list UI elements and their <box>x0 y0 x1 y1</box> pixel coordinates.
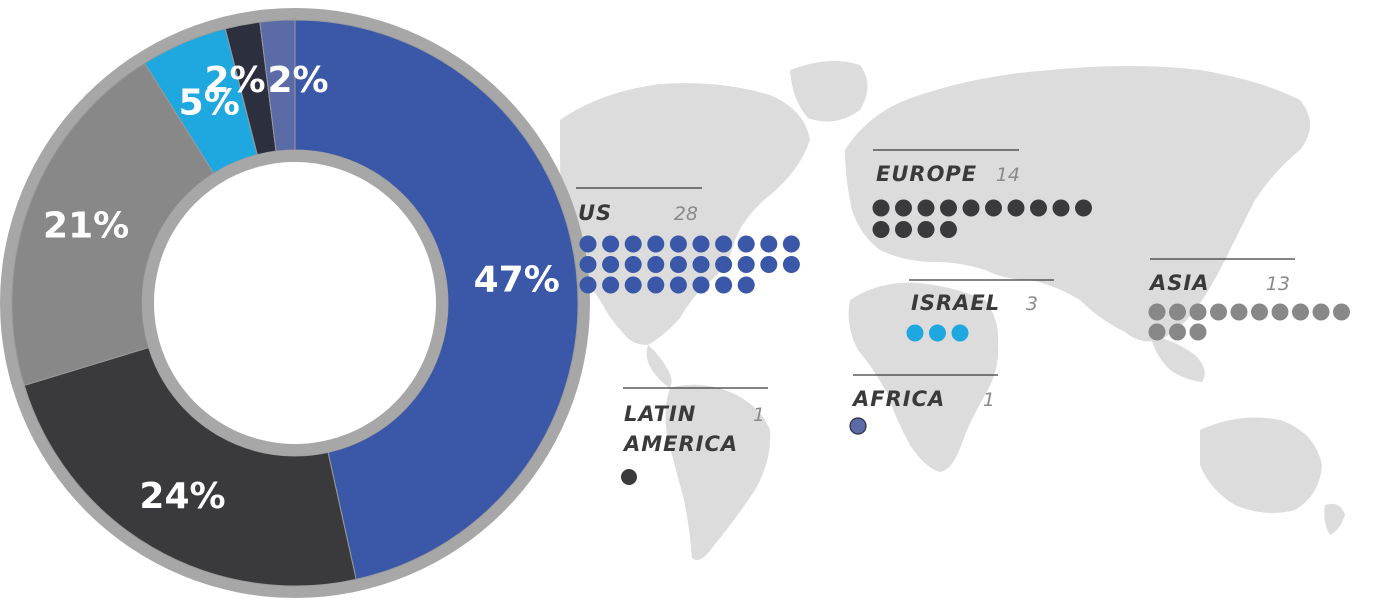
region-dot <box>1210 303 1227 321</box>
region-count: 14 <box>996 164 1020 186</box>
map-new-zealand <box>1324 503 1345 535</box>
region-dot <box>906 324 924 342</box>
region-dot <box>737 235 755 253</box>
region-dot <box>940 221 957 238</box>
region-name: LATIN <box>624 402 696 426</box>
region-dot <box>715 276 733 294</box>
region-dot <box>917 199 935 217</box>
donut-hole <box>154 162 436 444</box>
slice-label: 2% <box>204 60 265 101</box>
region-dot <box>692 235 710 253</box>
region-dot <box>895 221 912 238</box>
region-dot <box>1292 303 1309 321</box>
region-dot <box>602 276 620 294</box>
region-dot <box>737 276 755 294</box>
region-count: 1 <box>983 389 995 411</box>
region-name: ASIA <box>1148 271 1209 295</box>
slice-label: 5% <box>179 82 240 123</box>
slice-label: 2% <box>267 60 328 101</box>
region-dot <box>1189 323 1207 341</box>
region-dot <box>579 256 597 273</box>
region-dot <box>692 256 710 273</box>
region-count: 3 <box>1026 293 1038 315</box>
region-count: 1 <box>753 404 765 426</box>
region-israel: ISRAEL 3 <box>906 279 1054 342</box>
region-dot <box>624 276 642 294</box>
donut-slice <box>23 346 357 587</box>
region-dot <box>1052 199 1070 217</box>
region-dot <box>985 199 1002 217</box>
region-asia: ASIA 13 <box>1148 258 1350 341</box>
region-dot <box>1169 323 1186 341</box>
region-dot <box>940 199 957 217</box>
region-africa: AFRICA 1 <box>849 374 998 435</box>
region-dot <box>917 221 935 238</box>
map-australia <box>1200 417 1322 514</box>
region-dot <box>1230 303 1248 321</box>
region-dot <box>1251 303 1268 321</box>
region-count: 13 <box>1266 273 1290 295</box>
region-dot <box>647 235 665 253</box>
region-dot <box>929 324 946 342</box>
region-name: US <box>578 201 612 225</box>
region-dot <box>782 235 800 253</box>
region-dot <box>624 235 642 253</box>
region-name: ISRAEL <box>911 291 1000 315</box>
region-dot <box>872 199 890 217</box>
region-name: AMERICA <box>622 432 738 456</box>
map-southeast-asia <box>1150 335 1205 382</box>
region-dot <box>579 235 597 253</box>
region-dot <box>760 256 778 273</box>
region-dot <box>715 256 733 273</box>
region-latin-america: LATIN AMERICA 1 <box>621 387 768 485</box>
map-greenland <box>790 61 868 122</box>
region-dot <box>647 276 665 294</box>
region-dot <box>1007 199 1025 217</box>
region-dot <box>1148 323 1166 341</box>
region-dot <box>669 276 687 294</box>
region-dot <box>669 256 687 273</box>
region-dot <box>602 235 620 253</box>
region-dot <box>624 256 642 273</box>
region-dot <box>669 235 687 253</box>
region-dot <box>737 256 755 273</box>
region-dot <box>782 256 800 273</box>
region-dot <box>1030 199 1047 217</box>
region-name: EUROPE <box>876 162 977 186</box>
region-dot <box>760 235 778 253</box>
map-north-america <box>560 83 810 345</box>
region-dot <box>962 199 980 217</box>
donut-chart: 47%24%21%5%2% 2% <box>0 8 590 598</box>
region-dot <box>872 221 890 238</box>
region-dot <box>1271 303 1289 321</box>
region-dot <box>1189 303 1207 321</box>
region-dot <box>849 417 867 435</box>
region-count: 28 <box>674 203 698 225</box>
region-dot <box>647 256 665 273</box>
region-dot <box>692 276 710 294</box>
region-dot <box>895 199 912 217</box>
region-dot <box>1075 199 1092 217</box>
region-dot <box>621 469 637 485</box>
map-central-america <box>646 345 672 388</box>
map-south-america <box>665 384 771 561</box>
region-dot <box>1148 303 1166 321</box>
region-europe: EUROPE 14 <box>872 149 1092 238</box>
slice-label: 21% <box>43 206 129 247</box>
region-dot <box>1312 303 1330 321</box>
slice-label: 47% <box>474 259 560 300</box>
region-dot <box>1169 303 1186 321</box>
region-dot <box>715 235 733 253</box>
region-dot <box>579 276 597 294</box>
region-dot <box>602 256 620 273</box>
region-us: US 28 <box>576 187 800 294</box>
region-dot <box>951 324 969 342</box>
slice-label: 24% <box>139 476 225 517</box>
region-dot <box>1333 303 1350 321</box>
region-name: AFRICA <box>851 387 945 411</box>
